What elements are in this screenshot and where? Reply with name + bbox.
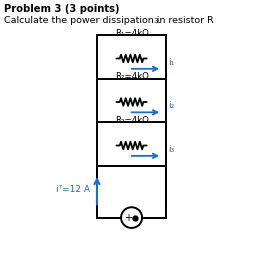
Text: i₂: i₂ xyxy=(168,101,175,110)
Text: i₃: i₃ xyxy=(168,145,175,154)
Text: Problem 3 (3 points): Problem 3 (3 points) xyxy=(4,4,120,14)
Text: R₂=4kΩ: R₂=4kΩ xyxy=(115,116,148,125)
Text: R₁=4kΩ: R₁=4kΩ xyxy=(115,29,148,38)
Text: +: + xyxy=(124,213,132,222)
Text: Calculate the power dissipation in resistor R: Calculate the power dissipation in resis… xyxy=(4,16,214,25)
Text: 3: 3 xyxy=(153,18,158,24)
Text: iᵀ=12 A: iᵀ=12 A xyxy=(56,185,90,194)
Text: i₁: i₁ xyxy=(168,58,175,67)
Text: .: . xyxy=(158,16,161,25)
Text: R₂=4kΩ: R₂=4kΩ xyxy=(115,72,148,81)
